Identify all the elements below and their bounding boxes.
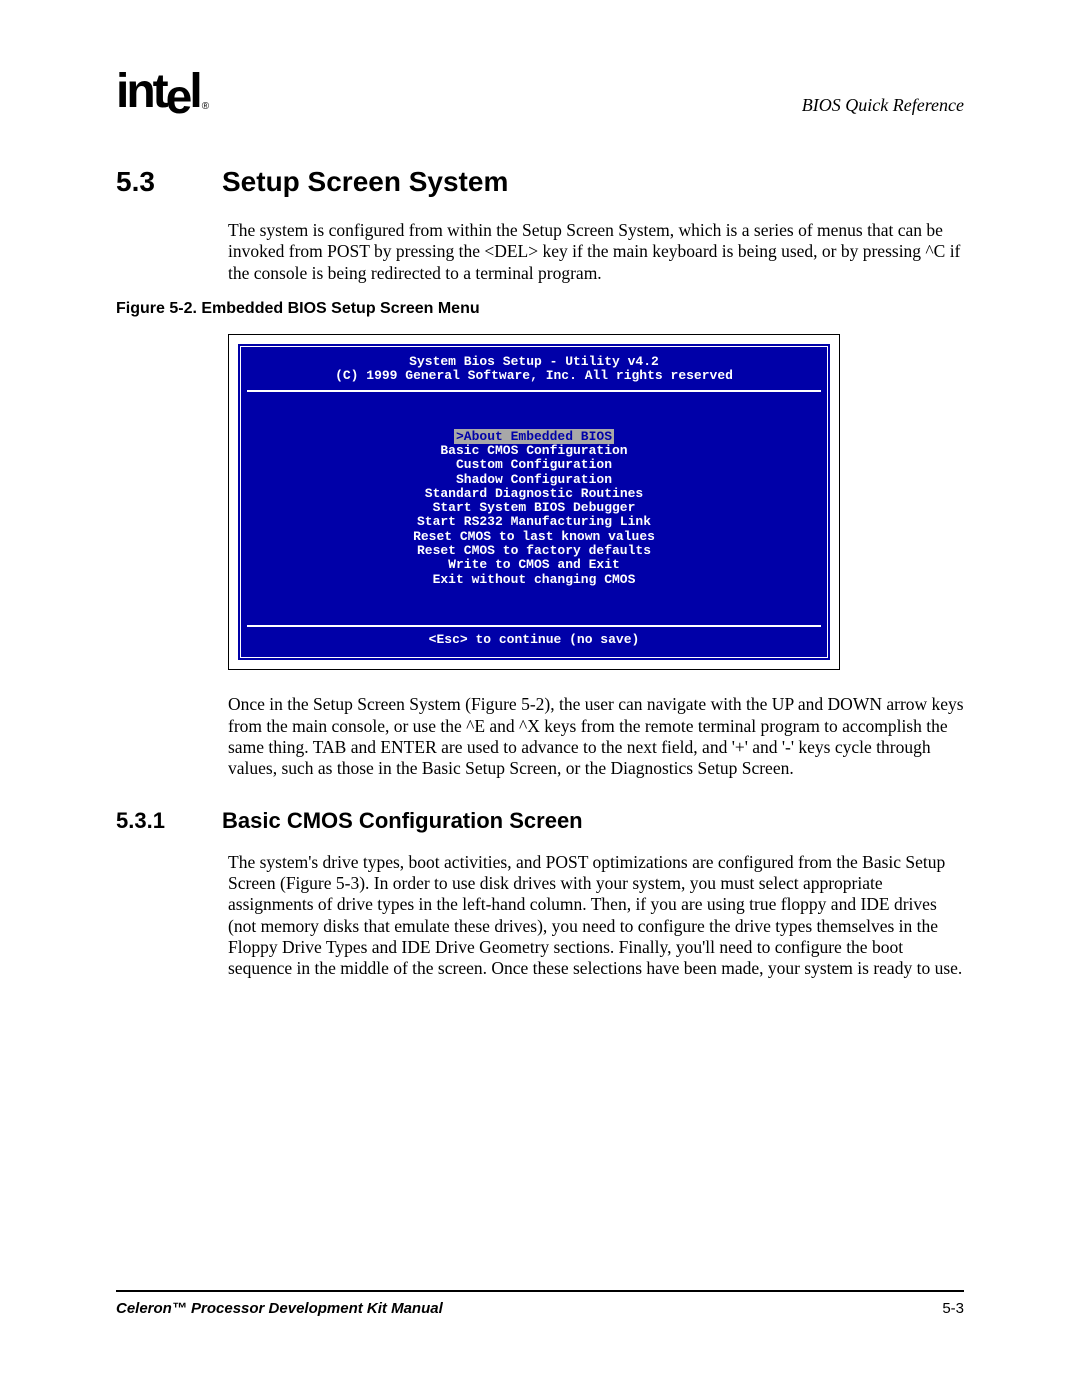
- section-heading: 5.3 Setup Screen System: [116, 166, 964, 198]
- page-header: intel® BIOS Quick Reference: [116, 68, 964, 116]
- section-number: 5.3: [116, 166, 172, 198]
- after-figure-paragraph: Once in the Setup Screen System (Figure …: [228, 694, 964, 779]
- subsection-paragraph: The system's drive types, boot activitie…: [228, 852, 964, 980]
- bios-menu-item[interactable]: Standard Diagnostic Routines: [247, 487, 821, 501]
- footer-left: Celeron™ Processor Development Kit Manua…: [116, 1300, 443, 1317]
- bios-menu-item[interactable]: Basic CMOS Configuration: [247, 444, 821, 458]
- bios-title-line2: (C) 1999 General Software, Inc. All righ…: [247, 369, 821, 383]
- header-right-text: BIOS Quick Reference: [802, 95, 964, 116]
- bios-menu-item[interactable]: Start System BIOS Debugger: [247, 501, 821, 515]
- figure-caption: Figure 5-2. Embedded BIOS Setup Screen M…: [116, 300, 964, 318]
- page-footer: Celeron™ Processor Development Kit Manua…: [116, 1290, 964, 1317]
- bios-menu: >About Embedded BIOS Basic CMOS Configur…: [247, 394, 821, 623]
- section-title: Setup Screen System: [222, 166, 508, 198]
- subsection-number: 5.3.1: [116, 808, 172, 834]
- footer-page-number: 5-3: [942, 1300, 964, 1317]
- bios-menu-item-selected[interactable]: >About Embedded BIOS: [454, 429, 614, 444]
- intel-logo: intel®: [116, 68, 206, 116]
- bios-figure-frame: System Bios Setup - Utility v4.2 (C) 199…: [228, 334, 840, 670]
- bios-menu-item[interactable]: Reset CMOS to factory defaults: [247, 544, 821, 558]
- bios-menu-item[interactable]: Shadow Configuration: [247, 473, 821, 487]
- bios-menu-item[interactable]: Reset CMOS to last known values: [247, 530, 821, 544]
- bios-menu-item[interactable]: Custom Configuration: [247, 458, 821, 472]
- bios-menu-item[interactable]: Start RS232 Manufacturing Link: [247, 515, 821, 529]
- subsection-heading: 5.3.1 Basic CMOS Configuration Screen: [116, 808, 964, 834]
- bios-title-line1: System Bios Setup - Utility v4.2: [247, 355, 821, 369]
- bios-screen: System Bios Setup - Utility v4.2 (C) 199…: [237, 343, 831, 661]
- subsection-title: Basic CMOS Configuration Screen: [222, 808, 583, 834]
- section-paragraph: The system is configured from within the…: [228, 220, 964, 284]
- bios-menu-item[interactable]: Write to CMOS and Exit: [247, 558, 821, 572]
- bios-title-bar: System Bios Setup - Utility v4.2 (C) 199…: [247, 351, 821, 392]
- bios-menu-item[interactable]: Exit without changing CMOS: [247, 573, 821, 587]
- page: intel® BIOS Quick Reference 5.3 Setup Sc…: [0, 0, 1080, 1397]
- bios-footer-hint: <Esc> to continue (no save): [247, 625, 821, 653]
